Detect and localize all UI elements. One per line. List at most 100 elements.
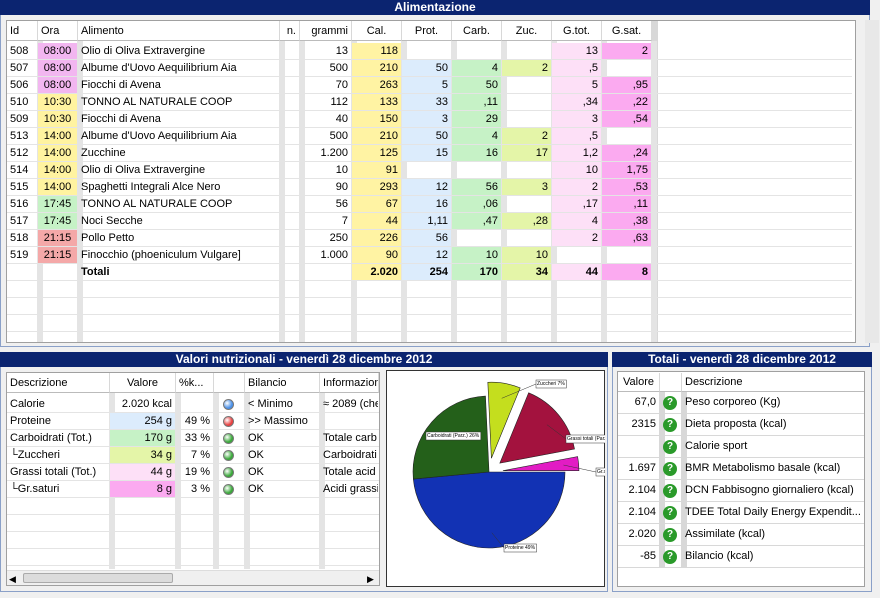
balance: OK — [248, 483, 264, 495]
label-leader — [501, 383, 537, 399]
table-cell: 500 — [329, 130, 348, 142]
slice-label: Grassi totali (Parz.) 16% — [567, 436, 605, 442]
column-header: Alimento — [78, 21, 280, 41]
grid-line — [7, 463, 379, 464]
value: 2.104 — [628, 506, 656, 518]
table-cell: 56 — [335, 198, 348, 210]
help-icon[interactable]: ? — [663, 418, 677, 432]
description: └Gr.saturi — [10, 483, 60, 495]
table-cell: Olio di Oliva Extravergine — [81, 164, 206, 176]
table-cell: Spaghetti Integrali Alce Nero — [81, 181, 221, 193]
grid-line — [659, 480, 665, 502]
help-icon[interactable]: ? — [663, 396, 677, 410]
table-cell: 118 — [352, 43, 401, 59]
table-cell: 14:00 — [38, 128, 77, 144]
table-cell: 14:00 — [38, 179, 77, 195]
table-cell: 509 — [10, 113, 29, 125]
grid-line — [7, 412, 379, 413]
grid-line — [7, 497, 379, 498]
grid-line — [7, 110, 852, 111]
info: Carboidrati — [323, 449, 377, 461]
help-icon[interactable]: ? — [663, 484, 677, 498]
description: Carboidrati (Tot.) — [10, 432, 92, 444]
description: Calorie — [10, 398, 45, 410]
percent: 19 % — [184, 466, 210, 478]
column-header: Id — [7, 21, 38, 41]
grid-line — [659, 502, 665, 524]
table-cell: 5 — [402, 77, 451, 93]
grid-line — [7, 446, 379, 447]
help-icon[interactable]: ? — [663, 440, 677, 454]
total-cell: 254 — [402, 264, 451, 280]
grid-line — [659, 546, 665, 568]
table-cell: 3 — [552, 111, 601, 127]
info: Acidi grassi — [323, 483, 378, 495]
table-cell: Zucchine — [81, 147, 126, 159]
help-icon[interactable]: ? — [663, 550, 677, 564]
table-cell: 17 — [502, 145, 551, 161]
table-cell: 17:45 — [38, 196, 77, 212]
grid-line — [7, 212, 852, 213]
table-cell: 10 — [502, 247, 551, 263]
grid-line — [659, 392, 665, 414]
h-scrollbar[interactable]: ◀ ▶ — [7, 570, 379, 585]
table-cell: 5 — [552, 77, 601, 93]
grid-line — [77, 41, 83, 342]
table-cell: 91 — [352, 162, 401, 178]
balance: >> Massimo — [248, 415, 308, 427]
table-cell: 2 — [602, 43, 651, 59]
table-cell: ,5 — [552, 128, 601, 144]
description: Grassi totali (Tot.) — [10, 466, 97, 478]
description: Peso corporeo (Kg) — [685, 396, 781, 408]
table-cell: Fiocchi di Avena — [81, 79, 161, 91]
help-icon[interactable]: ? — [663, 462, 677, 476]
description: └Zuccheri — [10, 449, 60, 461]
value: 44 g — [110, 464, 175, 480]
column-header: Bilancio — [245, 373, 320, 393]
pie-slice — [487, 381, 521, 459]
table-cell: 515 — [10, 181, 29, 193]
table-cell: 29 — [452, 111, 501, 127]
table-cell: 33 — [402, 94, 451, 110]
table-cell: 2 — [502, 60, 551, 76]
grid-line — [7, 246, 852, 247]
table-cell: ,11 — [602, 196, 651, 212]
column-header: G.sat. — [602, 21, 652, 41]
scroll-right[interactable]: ▶ — [367, 574, 374, 584]
table-cell: 150 — [352, 111, 401, 127]
table-cell: 16 — [452, 145, 501, 161]
percent: 49 % — [184, 415, 210, 427]
total-cell: 34 — [502, 264, 551, 280]
grid-line — [659, 524, 665, 546]
table-cell: 514 — [10, 164, 29, 176]
column-header: n. — [280, 21, 300, 41]
value: 2.020 kcal — [121, 398, 172, 410]
grid-line — [681, 524, 687, 546]
grid-line — [7, 161, 852, 162]
table-cell: ,22 — [602, 94, 651, 110]
table-cell: 133 — [352, 94, 401, 110]
grid-line — [651, 41, 657, 342]
table-cell: 1.200 — [320, 147, 348, 159]
grid-line — [7, 280, 852, 281]
column-header: Valore — [110, 373, 176, 393]
table-cell: 510 — [10, 96, 29, 108]
table-cell: 13 — [335, 45, 348, 57]
grid-line — [244, 393, 250, 569]
grid-line — [618, 413, 864, 414]
description: Dieta proposta (kcal) — [685, 418, 787, 430]
column-header: %k... — [176, 373, 214, 393]
grid-line — [7, 195, 852, 196]
help-icon[interactable]: ? — [663, 506, 677, 520]
value: 2.020 — [628, 528, 656, 540]
value: -85 — [640, 550, 656, 562]
panel-title: Valori nutrizionali - venerdì 28 dicembr… — [0, 352, 608, 367]
table-cell: Albume d'Uovo Aequilibrium Aia — [81, 130, 237, 142]
value: 8 g — [110, 481, 175, 497]
grid-line — [681, 436, 687, 458]
scroll-left[interactable]: ◀ — [9, 574, 16, 584]
table-cell: 1,2 — [552, 145, 601, 161]
table-cell: ,11 — [452, 94, 501, 110]
scroll-thumb[interactable] — [23, 573, 173, 583]
help-icon[interactable]: ? — [663, 528, 677, 542]
